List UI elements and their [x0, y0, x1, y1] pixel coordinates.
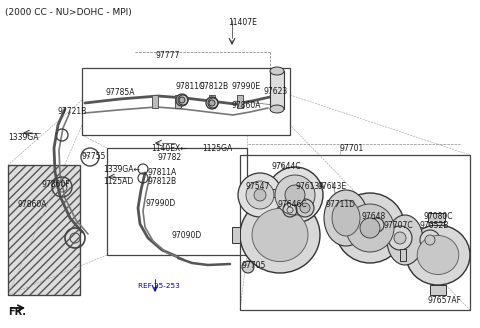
- Circle shape: [394, 232, 406, 244]
- Circle shape: [300, 203, 310, 213]
- Bar: [209, 95, 215, 108]
- Text: 97648: 97648: [362, 212, 386, 221]
- Text: (2000 CC - NU>DOHC - MPI): (2000 CC - NU>DOHC - MPI): [5, 8, 132, 17]
- Circle shape: [246, 181, 274, 209]
- Circle shape: [209, 100, 215, 106]
- Text: 97613A: 97613A: [295, 182, 324, 191]
- Text: 97782: 97782: [157, 153, 181, 162]
- Text: FR.: FR.: [8, 307, 26, 317]
- Circle shape: [242, 261, 254, 273]
- Circle shape: [388, 226, 412, 250]
- Ellipse shape: [417, 236, 459, 275]
- Bar: [152, 95, 158, 108]
- Ellipse shape: [324, 190, 368, 246]
- Text: 97811C: 97811C: [175, 82, 204, 91]
- Text: 97860A: 97860A: [18, 200, 48, 209]
- Text: 97860A: 97860A: [232, 101, 262, 110]
- Circle shape: [179, 97, 185, 103]
- Text: 97705: 97705: [242, 261, 266, 270]
- Circle shape: [420, 230, 440, 250]
- Bar: [272, 189, 288, 197]
- Text: 97547: 97547: [246, 182, 270, 191]
- Ellipse shape: [332, 200, 360, 236]
- Bar: [8, 165, 80, 295]
- Ellipse shape: [240, 197, 320, 273]
- Text: 97777: 97777: [155, 51, 180, 60]
- Bar: [432, 219, 444, 225]
- Text: 97080C: 97080C: [423, 212, 453, 221]
- Text: 97811A: 97811A: [148, 168, 177, 177]
- Text: 97643E: 97643E: [318, 182, 347, 191]
- Text: 97990E: 97990E: [232, 82, 261, 91]
- Bar: [8, 165, 80, 295]
- Text: 97707C: 97707C: [384, 221, 414, 230]
- Text: 97711D: 97711D: [325, 200, 355, 209]
- Text: 97652B: 97652B: [420, 221, 449, 230]
- Circle shape: [254, 189, 266, 201]
- Text: 97644C: 97644C: [272, 162, 301, 171]
- Bar: [400, 249, 406, 261]
- Text: 97860F: 97860F: [42, 180, 71, 189]
- Ellipse shape: [406, 225, 470, 285]
- Text: 11407E: 11407E: [228, 18, 257, 27]
- Text: 1339GA: 1339GA: [8, 133, 38, 142]
- Text: REF 25-253: REF 25-253: [138, 283, 180, 289]
- Bar: [232, 227, 240, 243]
- Text: 97657AF: 97657AF: [428, 296, 462, 305]
- Text: 1125AD: 1125AD: [103, 177, 133, 186]
- Circle shape: [346, 204, 394, 252]
- Text: 97646C: 97646C: [278, 200, 308, 209]
- Text: 97812B: 97812B: [200, 82, 229, 91]
- Text: 97721B: 97721B: [58, 107, 87, 116]
- Text: 1125GA: 1125GA: [202, 144, 232, 153]
- Text: 97785A: 97785A: [105, 88, 134, 97]
- Text: 97812B: 97812B: [148, 177, 177, 186]
- Text: 1140EX←: 1140EX←: [151, 144, 187, 153]
- Text: 97990D: 97990D: [145, 199, 175, 208]
- Text: 97701: 97701: [340, 144, 364, 153]
- Text: 97755: 97755: [82, 152, 107, 161]
- Circle shape: [370, 218, 384, 232]
- Circle shape: [296, 199, 314, 217]
- Circle shape: [360, 218, 380, 238]
- Circle shape: [267, 167, 323, 223]
- Circle shape: [335, 193, 405, 263]
- Bar: [270, 71, 284, 109]
- Circle shape: [206, 97, 218, 109]
- Bar: [428, 213, 445, 222]
- Ellipse shape: [252, 208, 308, 262]
- Bar: [175, 95, 181, 108]
- Bar: [240, 155, 470, 310]
- Ellipse shape: [270, 105, 284, 113]
- Bar: [430, 285, 446, 295]
- Ellipse shape: [270, 67, 284, 75]
- Bar: [237, 95, 243, 108]
- Text: 97090D: 97090D: [172, 231, 202, 240]
- Text: 97623: 97623: [264, 87, 288, 96]
- Circle shape: [176, 94, 188, 106]
- Bar: [82, 68, 290, 135]
- Circle shape: [285, 185, 305, 205]
- Text: 1339GA←: 1339GA←: [103, 165, 140, 174]
- Circle shape: [275, 175, 315, 215]
- Circle shape: [238, 173, 282, 217]
- Circle shape: [425, 235, 435, 245]
- Ellipse shape: [387, 215, 423, 265]
- Bar: [107, 148, 247, 255]
